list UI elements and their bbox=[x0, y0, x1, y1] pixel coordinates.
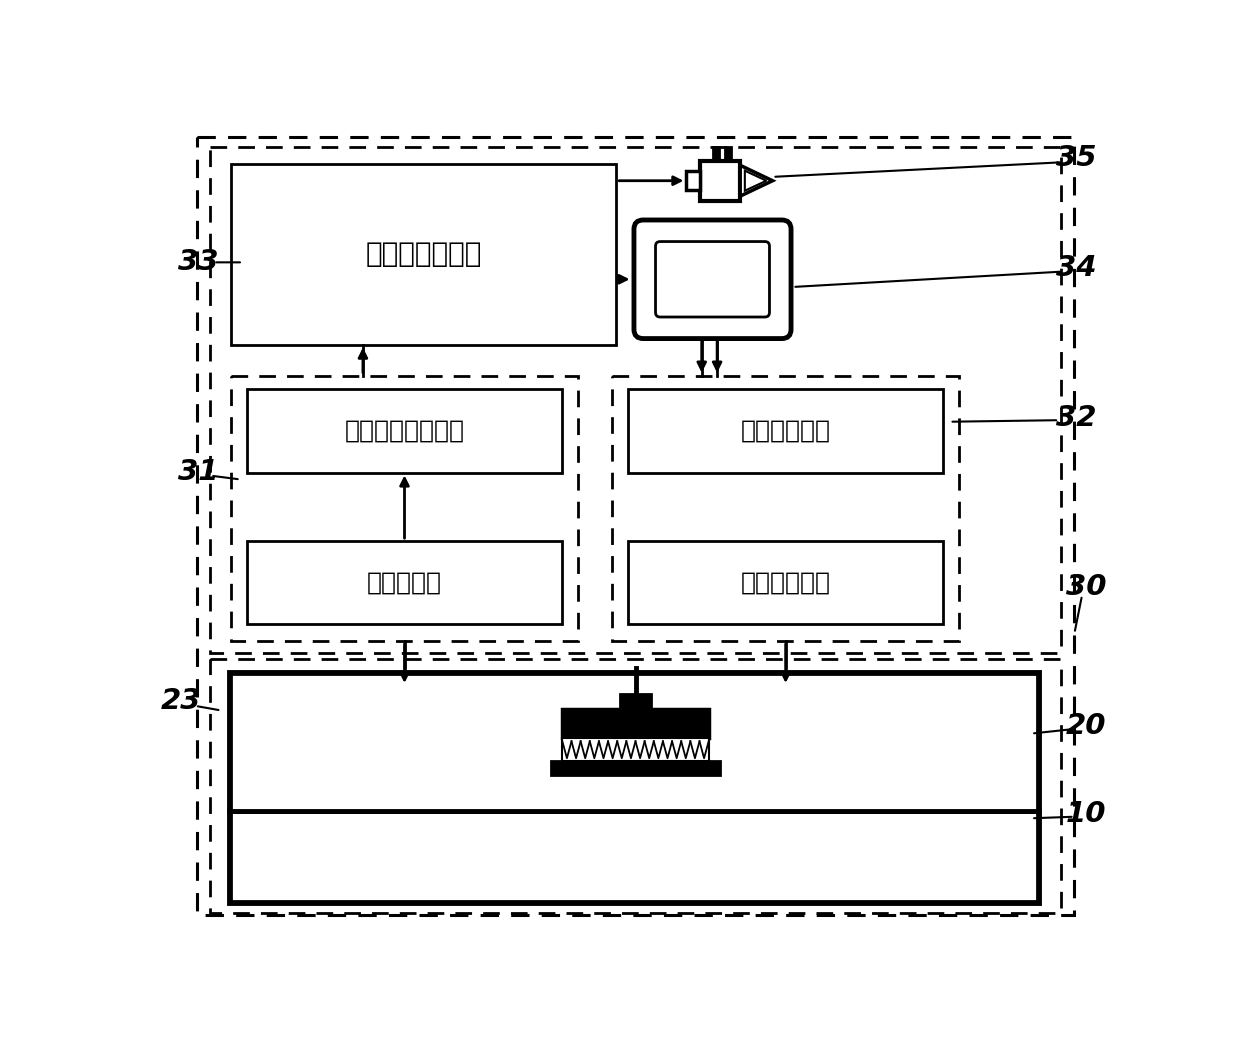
Bar bbox=[713, 147, 719, 161]
FancyBboxPatch shape bbox=[634, 220, 791, 338]
Bar bbox=[725, 147, 730, 161]
Text: 20: 20 bbox=[1065, 712, 1106, 740]
Bar bbox=[231, 674, 1037, 810]
Bar bbox=[231, 812, 1037, 901]
Text: 32: 32 bbox=[1055, 404, 1096, 432]
Bar bbox=[229, 672, 1039, 903]
Bar bbox=[231, 812, 1037, 901]
Text: 生热量阔値模型: 生热量阔値模型 bbox=[366, 240, 482, 268]
Text: 生热量模型: 生热量模型 bbox=[367, 571, 441, 595]
Text: 热量曲线拟合算法: 热量曲线拟合算法 bbox=[345, 419, 465, 443]
Text: 34: 34 bbox=[1055, 254, 1096, 282]
Bar bbox=[701, 161, 740, 200]
Text: 热流分布模型: 热流分布模型 bbox=[740, 419, 831, 443]
Bar bbox=[211, 147, 1060, 654]
Bar bbox=[627, 541, 944, 624]
Bar bbox=[211, 659, 1060, 914]
Bar bbox=[613, 376, 959, 641]
Text: 测点优化算法: 测点优化算法 bbox=[740, 571, 831, 595]
Bar bbox=[247, 541, 563, 624]
Text: 30: 30 bbox=[1065, 573, 1106, 601]
Bar bbox=[231, 376, 578, 641]
Text: 23: 23 bbox=[161, 687, 201, 715]
FancyBboxPatch shape bbox=[656, 241, 770, 317]
Text: 35: 35 bbox=[1055, 144, 1096, 171]
Bar bbox=[247, 389, 563, 473]
Bar bbox=[620, 693, 651, 709]
Bar bbox=[627, 389, 944, 473]
Text: 33: 33 bbox=[177, 248, 218, 277]
Text: 31: 31 bbox=[177, 457, 218, 485]
Bar bbox=[231, 674, 1037, 810]
Text: 10: 10 bbox=[1065, 801, 1106, 829]
Bar bbox=[686, 171, 701, 190]
Bar bbox=[563, 738, 708, 761]
Polygon shape bbox=[740, 165, 773, 196]
Bar bbox=[231, 164, 616, 345]
Bar bbox=[563, 709, 708, 738]
Bar bbox=[551, 761, 720, 775]
